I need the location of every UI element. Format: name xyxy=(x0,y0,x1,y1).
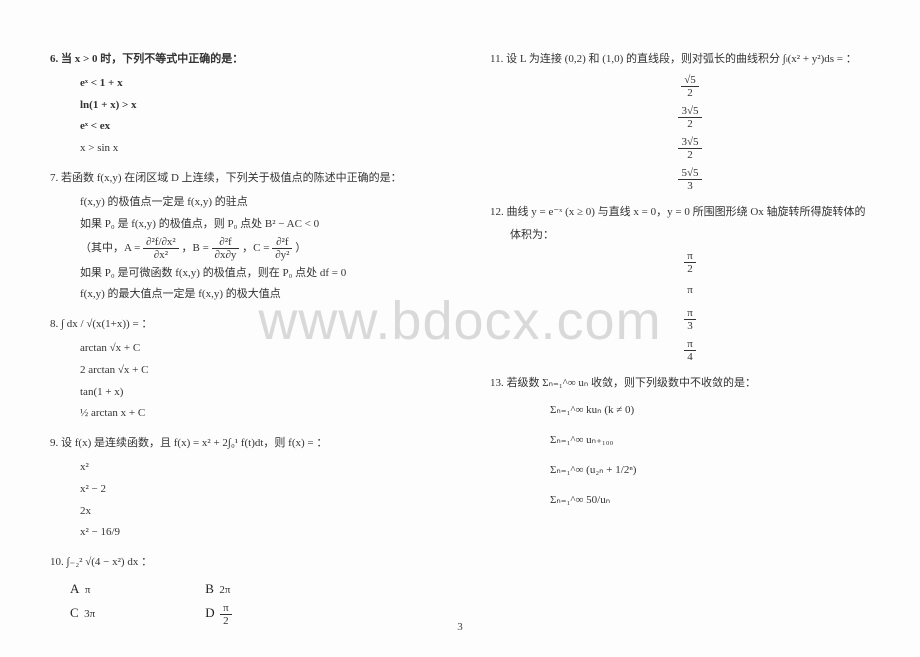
q9-opt: x² − 2 xyxy=(80,480,450,500)
q13-opt: Σₙ₌₁^∞ uₙ₊₁₀₀ xyxy=(550,431,890,451)
q9-opt: x² xyxy=(80,458,450,478)
hand-label-a: A xyxy=(70,577,79,600)
q6-opt: eˣ < ex xyxy=(80,117,450,137)
question-13: 13. 若级数 Σₙ₌₁^∞ uₙ 收敛，则下列级数中不收敛的是： Σₙ₌₁^∞… xyxy=(490,374,890,511)
question-12: 12. 曲线 y = e⁻ˣ (x ≥ 0) 与直线 x = 0，y = 0 所… xyxy=(490,203,890,364)
q10-head: 10. ∫₋₂² √(4 − x²) dx ： xyxy=(50,553,450,573)
question-7: 7. 若函数 f(x,y) 在闭区域 D 上连续，下列关于极值点的陈述中正确的是… xyxy=(50,169,450,305)
q13-opt: Σₙ₌₁^∞ kuₙ (k ≠ 0) xyxy=(550,401,890,421)
q8-opt: tan(1 + x) xyxy=(80,383,450,403)
q6-head: 6. 当 x > 0 时，下列不等式中正确的是： xyxy=(50,50,450,70)
q8-opt: ½ arctan x + C xyxy=(80,404,450,424)
right-column: 11. 设 L 为连接 (0,2) 和 (1,0) 的直线段，则对弧长的曲线积分… xyxy=(490,50,890,637)
q8-opt: 2 arctan √x + C xyxy=(80,361,450,381)
q11-opt: 3√52 xyxy=(490,136,890,161)
q9-opt: 2x xyxy=(80,502,450,522)
q8-head: 8. ∫ dx / √(x(1+x)) = ： xyxy=(50,315,450,335)
q12-opt: π3 xyxy=(490,307,890,332)
q9-opt: x² − 16/9 xyxy=(80,523,450,543)
q7-sub: 如果 P₀ 是可微函数 f(x,y) 的极值点，则在 P₀ 点处 df = 0 xyxy=(50,264,450,284)
question-6: 6. 当 x > 0 时，下列不等式中正确的是： eˣ < 1 + x ln(1… xyxy=(50,50,450,159)
q10-c-val: 3π xyxy=(84,608,95,620)
q13-opt: Σₙ₌₁^∞ (u₂ₙ + 1/2ⁿ) xyxy=(550,461,890,481)
q7-sub: f(x,y) 的极值点一定是 f(x,y) 的驻点 xyxy=(50,193,450,213)
q6-opt: eˣ < 1 + x xyxy=(80,74,450,94)
q12-opt: π2 xyxy=(490,250,890,275)
q7-sub: f(x,y) 的最大值点一定是 f(x,y) 的极大值点 xyxy=(50,285,450,305)
q11-opt: √52 xyxy=(490,74,890,99)
q7-sub: （其中，A = ∂²f/∂x²∂x² ，B = ∂²f∂x∂y ，C = ∂²f… xyxy=(50,236,450,261)
question-11: 11. 设 L 为连接 (0,2) 和 (1,0) 的直线段，则对弧长的曲线积分… xyxy=(490,50,890,193)
q7-sub: 如果 P₀ 是 f(x,y) 的极值点，则 P₀ 点处 B² − AC < 0 xyxy=(50,215,450,235)
q12-head2: 体积为： xyxy=(490,226,890,246)
page-content: 6. 当 x > 0 时，下列不等式中正确的是： eˣ < 1 + x ln(1… xyxy=(0,0,920,657)
hand-label-c: C xyxy=(70,601,79,624)
question-8: 8. ∫ dx / √(x(1+x)) = ： arctan √x + C 2 … xyxy=(50,315,450,424)
q6-opt: x > sin x xyxy=(80,139,450,159)
hand-label-d: D xyxy=(205,601,214,624)
q12-opt: π xyxy=(490,281,890,301)
q9-head: 9. 设 f(x) 是连续函数，且 f(x) = x² + 2∫₀¹ f(t)d… xyxy=(50,434,450,454)
q8-opt: arctan √x + C xyxy=(80,339,450,359)
q11-head: 11. 设 L 为连接 (0,2) 和 (1,0) 的直线段，则对弧长的曲线积分… xyxy=(490,50,890,70)
q11-opt: 5√53 xyxy=(490,167,890,192)
question-10: 10. ∫₋₂² √(4 − x²) dx ： A π C 3π B 2π D … xyxy=(50,553,450,627)
question-9: 9. 设 f(x) 是连续函数，且 f(x) = x² + 2∫₀¹ f(t)d… xyxy=(50,434,450,543)
hand-label-b: B xyxy=(205,577,214,600)
q12-opt: π4 xyxy=(490,338,890,363)
q13-head: 13. 若级数 Σₙ₌₁^∞ uₙ 收敛，则下列级数中不收敛的是： xyxy=(490,374,890,394)
q10-a-val: π xyxy=(85,584,91,596)
q6-opt: ln(1 + x) > x xyxy=(80,96,450,116)
q7-head: 7. 若函数 f(x,y) 在闭区域 D 上连续，下列关于极值点的陈述中正确的是… xyxy=(50,169,450,189)
left-column: 6. 当 x > 0 时，下列不等式中正确的是： eˣ < 1 + x ln(1… xyxy=(50,50,450,637)
q12-head: 12. 曲线 y = e⁻ˣ (x ≥ 0) 与直线 x = 0，y = 0 所… xyxy=(490,203,890,223)
q11-opt: 3√52 xyxy=(490,105,890,130)
q10-b-val: 2π xyxy=(219,584,230,596)
q13-opt: Σₙ₌₁^∞ 50/uₙ xyxy=(550,491,890,511)
